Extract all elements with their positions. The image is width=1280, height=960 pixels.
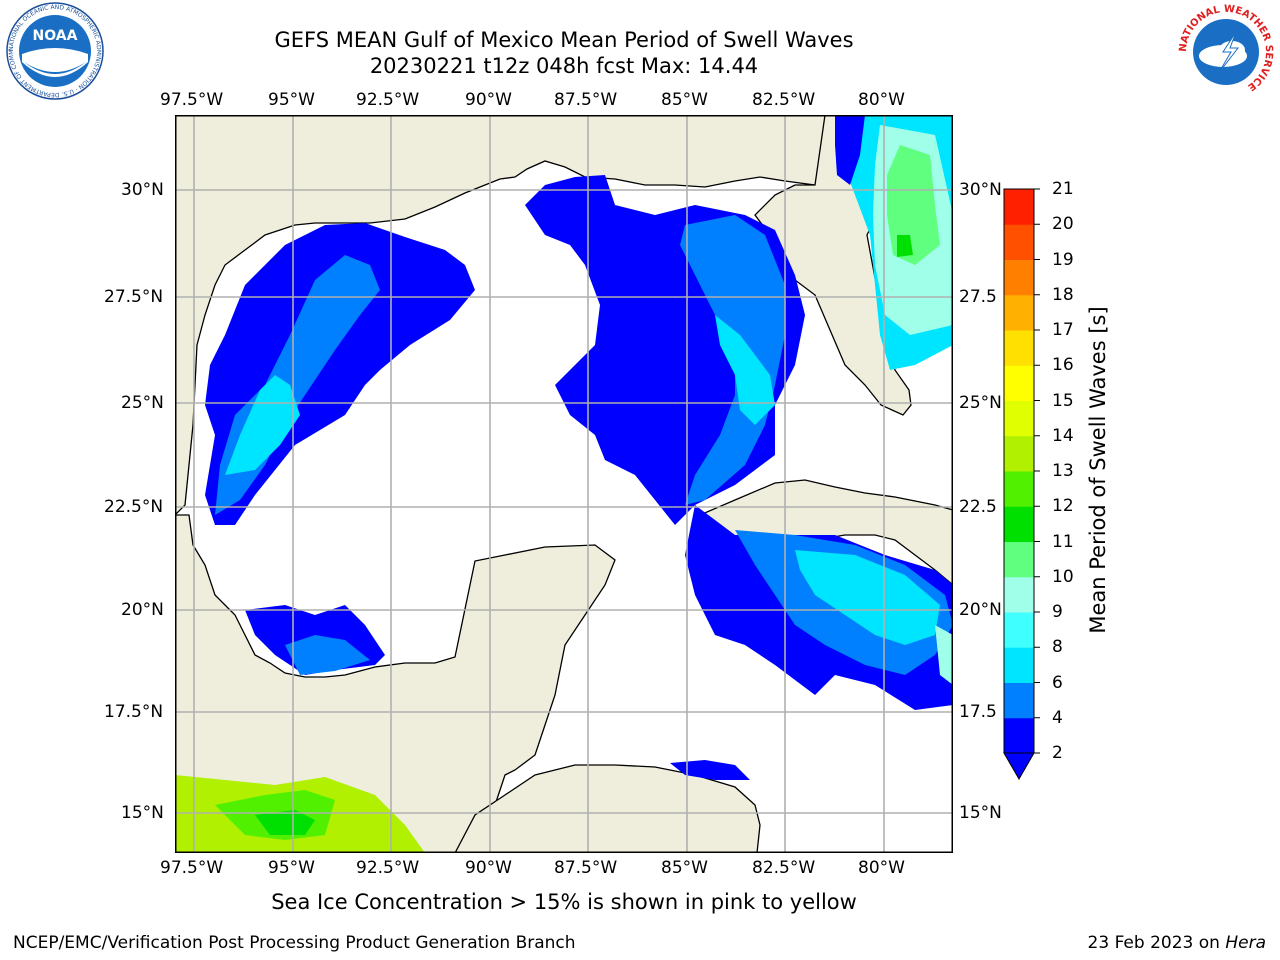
lat-label-left: 30°N <box>121 180 164 200</box>
lat-label-right: 22.5 <box>959 497 997 517</box>
lat-label-left: 20°N <box>121 600 164 620</box>
lat-label-right: 15°N <box>959 803 1002 823</box>
svg-text:NOAA: NOAA <box>33 28 78 44</box>
colorbar-tick-label: 8 <box>1052 637 1063 658</box>
map-plot <box>175 115 953 853</box>
colorbar-segment <box>1004 400 1034 437</box>
colorbar-tick-label: 11 <box>1052 531 1074 552</box>
colorbar-tick-label: 19 <box>1052 249 1074 270</box>
lat-label-right: 27.5 <box>959 287 997 307</box>
colorbar-segment <box>1004 541 1034 578</box>
colorbar-tick-label: 9 <box>1052 602 1063 622</box>
colorbar-tick-label: 14 <box>1052 425 1074 446</box>
colorbar-tick-label: 6 <box>1052 672 1063 693</box>
lon-label-bottom: 87.5°W <box>554 858 618 878</box>
lon-label-top: 80°W <box>858 90 905 110</box>
colorbar-tick-label: 10 <box>1052 566 1074 587</box>
lat-label-left: 27.5°N <box>104 287 164 307</box>
colorbar-segment <box>1004 576 1034 613</box>
lon-label-bottom: 80°W <box>858 858 905 878</box>
swell-mint-caribbean <box>935 625 953 685</box>
lon-label-bottom: 95°W <box>268 858 315 878</box>
swell-darkgreen-pacific <box>255 810 315 835</box>
plot-subtitle: 20230221 t12z 048h fcst Max: 14.44 <box>369 54 759 78</box>
colorbar-segment <box>1004 435 1034 472</box>
lon-label-top: 95°W <box>268 90 315 110</box>
lat-label-right: 20°N <box>959 600 1002 620</box>
colorbar-segment <box>1004 224 1034 260</box>
colorbar-tick-label: 18 <box>1052 284 1074 305</box>
lon-label-bottom: 85°W <box>661 858 708 878</box>
lat-label-left: 17.5°N <box>104 702 164 722</box>
swell-cyan-caribbean <box>795 550 940 645</box>
colorbar-label: Mean Period of Swell Waves [s] <box>1086 306 1110 634</box>
lon-label-bottom: 90°W <box>465 858 512 878</box>
colorbar-extend-arrow <box>1003 752 1035 781</box>
nws-logo: NATIONAL WEATHER SERVICE <box>1178 4 1274 100</box>
colorbar-segment <box>1004 612 1034 648</box>
lon-label-top: 90°W <box>465 90 512 110</box>
colorbar-tick-label: 21 <box>1052 179 1074 199</box>
swell-cyan-east-gulf <box>715 315 775 425</box>
lon-label-bottom: 92.5°W <box>356 858 420 878</box>
colorbar-tick-label: 2 <box>1052 743 1063 763</box>
colorbar-tick-label: 20 <box>1052 214 1074 235</box>
lat-label-right: 30°N <box>959 180 1002 200</box>
lat-label-right: 17.5 <box>959 702 997 722</box>
footer-host: Hera <box>1225 933 1266 953</box>
lon-label-top: 87.5°W <box>554 90 618 110</box>
lon-label-top: 92.5°W <box>356 90 420 110</box>
land-mexico <box>175 514 616 853</box>
land-us <box>175 115 836 516</box>
colorbar-tick-label: 4 <box>1052 707 1063 728</box>
colorbar-tick-label: 13 <box>1052 461 1074 481</box>
caption: Sea Ice Concentration > 15% is shown in … <box>271 890 857 914</box>
swell-blue-honduras <box>670 760 750 780</box>
colorbar-segment <box>1004 330 1034 366</box>
colorbar-segment <box>1004 647 1034 683</box>
footer-credit: NCEP/EMC/Verification Post Processing Pr… <box>13 933 576 953</box>
plot-title: GEFS MEAN Gulf of Mexico Mean Period of … <box>274 28 854 52</box>
lat-label-left: 25°N <box>121 393 164 413</box>
colorbar <box>1003 188 1040 781</box>
colorbar-segment <box>1004 471 1034 507</box>
lon-label-bottom: 82.5°W <box>752 858 816 878</box>
swell-lightblue-east-gulf <box>680 215 785 505</box>
colorbar-segment <box>1004 365 1034 401</box>
land-central-america <box>454 764 761 853</box>
lat-label-left: 15°N <box>121 803 164 823</box>
colorbar-segment <box>1004 294 1034 331</box>
noaa-logo: NOAA NATIONAL OCEANIC AND ATMOSPHERIC AD… <box>6 2 104 100</box>
colorbar-segment <box>1004 682 1034 719</box>
footer-date: 23 Feb 2023 on Hera <box>1087 933 1266 953</box>
swell-darkgreen-atlantic <box>897 235 913 257</box>
lon-label-top: 85°W <box>661 90 708 110</box>
gridlines <box>175 115 953 853</box>
swell-lightblue-bay <box>285 635 370 675</box>
colorbar-segment <box>1004 189 1034 225</box>
colorbar-tick-label: 15 <box>1052 390 1074 411</box>
colorbar-segment <box>1004 506 1034 542</box>
swell-blue-atlantic <box>835 115 865 185</box>
colorbar-tick-label: 16 <box>1052 355 1074 376</box>
lon-label-top: 82.5°W <box>752 90 816 110</box>
colorbar-tick-label: 17 <box>1052 320 1074 340</box>
colorbar-tick-label: 12 <box>1052 496 1074 517</box>
lat-label-right: 25°N <box>959 393 1002 413</box>
colorbar-segment <box>1004 259 1034 296</box>
lat-label-left: 22.5°N <box>104 497 164 517</box>
swell-cyan-west <box>225 375 300 475</box>
lon-label-bottom: 97.5°W <box>160 858 224 878</box>
colorbar-segment <box>1004 717 1034 754</box>
lon-label-top: 97.5°W <box>160 90 224 110</box>
